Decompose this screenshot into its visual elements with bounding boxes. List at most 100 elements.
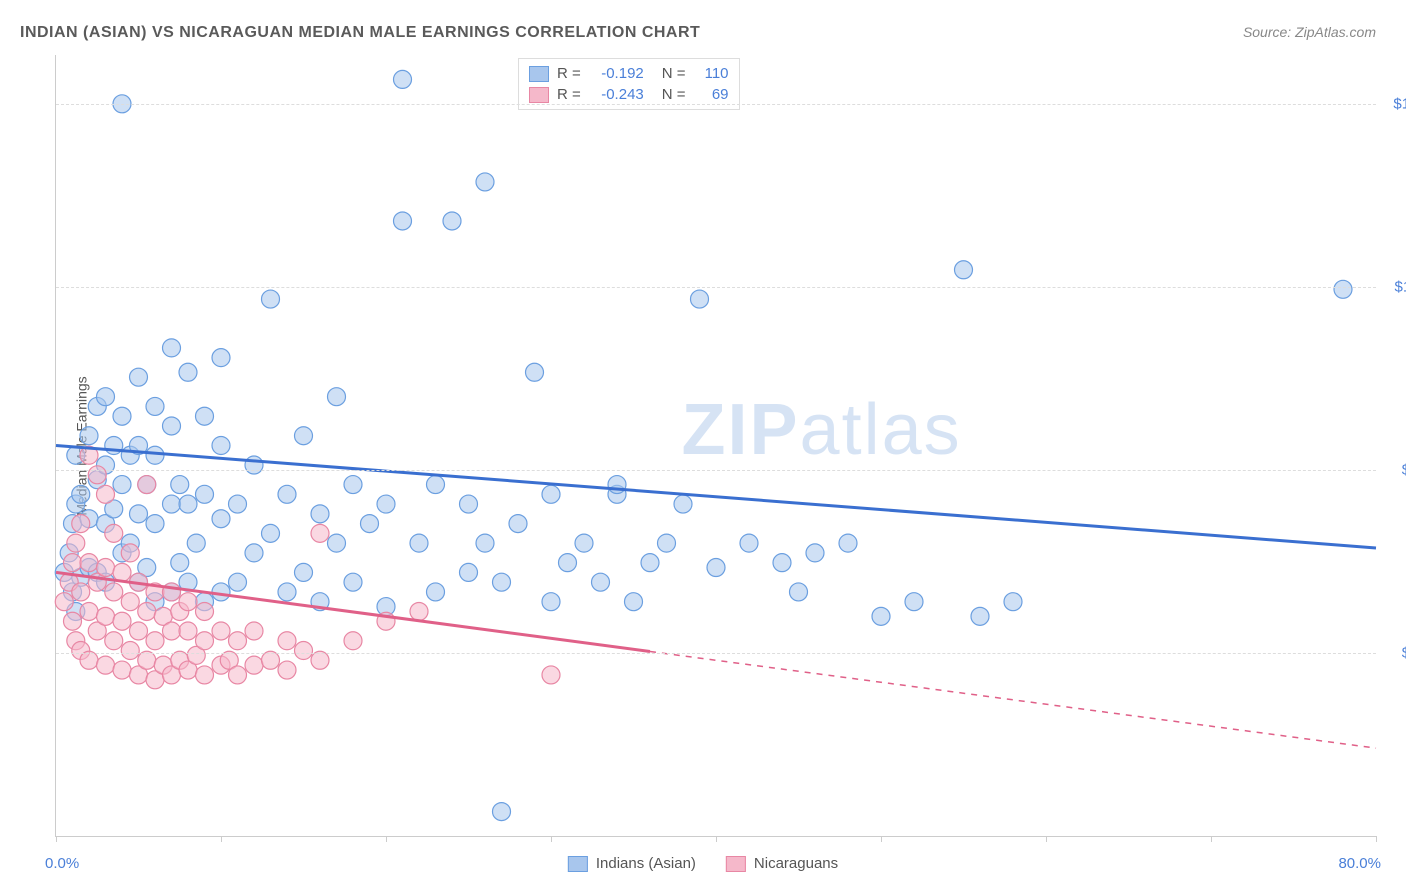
data-point bbox=[138, 476, 156, 494]
data-point bbox=[427, 583, 445, 601]
data-point bbox=[138, 602, 156, 620]
data-point bbox=[311, 505, 329, 523]
chart-title: INDIAN (ASIAN) VS NICARAGUAN MEDIAN MALE… bbox=[20, 24, 700, 42]
data-point bbox=[344, 632, 362, 650]
data-point bbox=[146, 446, 164, 464]
data-point bbox=[971, 607, 989, 625]
data-point bbox=[625, 593, 643, 611]
data-point bbox=[460, 495, 478, 513]
data-point bbox=[344, 476, 362, 494]
data-point bbox=[80, 651, 98, 669]
x-tick bbox=[1046, 836, 1047, 842]
y-tick-label: $37,500 bbox=[1386, 644, 1406, 661]
data-point bbox=[72, 485, 90, 503]
data-point bbox=[295, 563, 313, 581]
data-point bbox=[476, 534, 494, 552]
x-tick bbox=[221, 836, 222, 842]
data-point bbox=[113, 661, 131, 679]
data-point bbox=[361, 515, 379, 533]
data-point bbox=[105, 583, 123, 601]
data-point bbox=[146, 515, 164, 533]
data-point bbox=[97, 485, 115, 503]
data-point bbox=[179, 363, 197, 381]
x-tick bbox=[716, 836, 717, 842]
data-point bbox=[394, 70, 412, 88]
data-point bbox=[179, 495, 197, 513]
data-point bbox=[691, 290, 709, 308]
data-point bbox=[196, 407, 214, 425]
plot-area: ZIPatlas R =-0.192N =110R =-0.243N =69 $… bbox=[55, 55, 1376, 837]
data-point bbox=[130, 368, 148, 386]
gridline bbox=[56, 470, 1376, 471]
data-point bbox=[278, 661, 296, 679]
x-tick bbox=[1211, 836, 1212, 842]
data-point bbox=[97, 607, 115, 625]
x-axis-max-label: 80.0% bbox=[1338, 855, 1381, 872]
data-point bbox=[1004, 593, 1022, 611]
data-point bbox=[394, 212, 412, 230]
data-point bbox=[559, 554, 577, 572]
data-point bbox=[245, 622, 263, 640]
data-point bbox=[295, 642, 313, 660]
data-point bbox=[97, 559, 115, 577]
data-point bbox=[773, 554, 791, 572]
data-point bbox=[1334, 280, 1352, 298]
data-point bbox=[245, 456, 263, 474]
data-point bbox=[592, 573, 610, 591]
data-point bbox=[146, 632, 164, 650]
x-tick bbox=[56, 836, 57, 842]
data-point bbox=[262, 290, 280, 308]
gridline bbox=[56, 104, 1376, 105]
legend-series: Indians (Asian)Nicaraguans bbox=[568, 855, 838, 872]
data-point bbox=[311, 651, 329, 669]
data-point bbox=[278, 632, 296, 650]
trend-line-dashed bbox=[650, 651, 1376, 748]
data-point bbox=[245, 656, 263, 674]
data-point bbox=[121, 642, 139, 660]
data-point bbox=[196, 632, 214, 650]
data-point bbox=[121, 593, 139, 611]
data-point bbox=[113, 476, 131, 494]
data-point bbox=[542, 666, 560, 684]
data-point bbox=[328, 388, 346, 406]
data-point bbox=[542, 593, 560, 611]
data-point bbox=[674, 495, 692, 513]
y-tick-label: $112,500 bbox=[1386, 278, 1406, 295]
y-tick-label: $150,000 bbox=[1386, 95, 1406, 112]
legend-swatch bbox=[568, 856, 588, 872]
data-point bbox=[80, 554, 98, 572]
data-point bbox=[542, 485, 560, 503]
data-point bbox=[905, 593, 923, 611]
data-point bbox=[146, 397, 164, 415]
data-point bbox=[212, 622, 230, 640]
data-point bbox=[229, 573, 247, 591]
data-point bbox=[171, 476, 189, 494]
legend-label: Indians (Asian) bbox=[596, 855, 696, 872]
data-point bbox=[278, 485, 296, 503]
data-point bbox=[476, 173, 494, 191]
data-point bbox=[212, 437, 230, 455]
data-point bbox=[196, 485, 214, 503]
data-point bbox=[163, 495, 181, 513]
data-point bbox=[196, 602, 214, 620]
x-tick bbox=[881, 836, 882, 842]
data-point bbox=[443, 212, 461, 230]
data-point bbox=[526, 363, 544, 381]
data-point bbox=[179, 593, 197, 611]
data-point bbox=[278, 583, 296, 601]
data-point bbox=[130, 622, 148, 640]
data-point bbox=[55, 593, 73, 611]
gridline bbox=[56, 653, 1376, 654]
data-point bbox=[179, 622, 197, 640]
trend-line bbox=[56, 446, 1376, 549]
data-point bbox=[97, 656, 115, 674]
data-point bbox=[229, 632, 247, 650]
data-point bbox=[262, 524, 280, 542]
legend-swatch bbox=[726, 856, 746, 872]
data-point bbox=[64, 612, 82, 630]
data-point bbox=[245, 544, 263, 562]
data-point bbox=[64, 554, 82, 572]
data-point bbox=[196, 666, 214, 684]
data-point bbox=[212, 349, 230, 367]
data-point bbox=[72, 515, 90, 533]
